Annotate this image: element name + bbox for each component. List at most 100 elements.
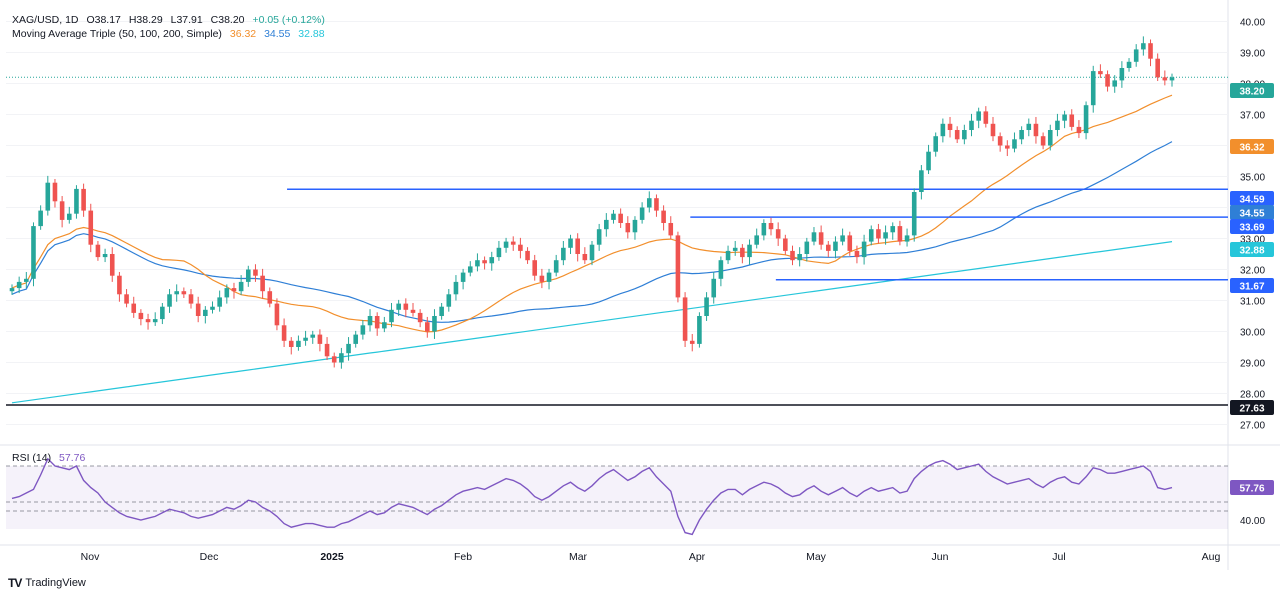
candle-body[interactable] (661, 210, 666, 223)
candle-body[interactable] (253, 269, 258, 276)
candle-body[interactable] (890, 226, 896, 233)
candle-body[interactable] (596, 229, 602, 245)
candle-body[interactable] (510, 241, 516, 245)
candle-body[interactable] (1047, 130, 1053, 146)
candle-body[interactable] (783, 238, 788, 251)
candle-body[interactable] (1162, 77, 1168, 81)
candle-body[interactable] (611, 213, 616, 220)
candle-body[interactable] (38, 210, 43, 227)
candle-body[interactable] (1126, 61, 1132, 68)
candle-body[interactable] (940, 123, 946, 137)
candle-body[interactable] (904, 235, 910, 242)
candle-body[interactable] (74, 188, 79, 214)
candle-body[interactable] (790, 250, 795, 261)
candle-body[interactable] (267, 291, 273, 304)
candle-body[interactable] (245, 269, 251, 282)
candle-body[interactable] (203, 309, 208, 316)
candle-body[interactable] (926, 151, 931, 171)
candle-body[interactable] (66, 213, 72, 220)
candle-body[interactable] (45, 182, 51, 211)
candle-body[interactable] (260, 275, 265, 292)
candle-body[interactable] (876, 229, 881, 239)
ma-label[interactable]: Moving Average Triple (50, 100, 200, Sim… (12, 28, 222, 40)
candle-body[interactable] (317, 334, 323, 344)
candle-body[interactable] (754, 235, 759, 245)
candle-body[interactable] (883, 232, 888, 239)
candle-body[interactable] (460, 272, 466, 282)
candle-body[interactable] (861, 241, 867, 258)
candle-body[interactable] (811, 232, 817, 242)
candle-body[interactable] (825, 244, 831, 251)
candle-body[interactable] (990, 123, 996, 137)
candle-body[interactable] (1005, 145, 1010, 149)
candle-body[interactable] (847, 235, 853, 251)
candle-body[interactable] (489, 257, 495, 264)
candle-body[interactable] (59, 201, 65, 220)
candle-body[interactable] (740, 247, 745, 258)
candle-body[interactable] (231, 288, 237, 292)
candle-body[interactable] (496, 247, 502, 258)
candle-body[interactable] (24, 278, 29, 282)
candle-body[interactable] (1019, 130, 1024, 140)
candle-body[interactable] (324, 343, 330, 357)
candle-body[interactable] (518, 244, 523, 251)
candle-body[interactable] (1098, 71, 1103, 75)
candle-body[interactable] (1076, 126, 1082, 134)
candle-body[interactable] (969, 120, 974, 130)
candle-body[interactable] (124, 294, 129, 304)
candle-body[interactable] (704, 297, 709, 316)
candle-body[interactable] (639, 207, 645, 220)
candle-body[interactable] (976, 111, 981, 121)
candle-body[interactable] (1119, 68, 1125, 81)
candle-body[interactable] (575, 238, 580, 255)
candle-body[interactable] (668, 223, 674, 236)
candle-body[interactable] (453, 281, 459, 295)
candle-body[interactable] (553, 260, 559, 273)
candle-body[interactable] (439, 306, 444, 316)
candle-body[interactable] (353, 334, 359, 344)
candle-body[interactable] (482, 260, 487, 264)
candle-body[interactable] (160, 306, 165, 320)
candle-body[interactable] (503, 241, 509, 248)
candle-body[interactable] (797, 254, 802, 261)
candle-body[interactable] (95, 244, 101, 258)
symbol-name[interactable]: XAG/USD, 1D (12, 14, 79, 26)
candle-body[interactable] (145, 319, 151, 323)
candle-body[interactable] (646, 198, 652, 208)
candle-body[interactable] (1033, 123, 1039, 137)
candle-body[interactable] (102, 254, 108, 258)
candle-body[interactable] (911, 192, 917, 236)
candle-body[interactable] (181, 291, 187, 295)
candle-body[interactable] (589, 244, 595, 261)
candle-body[interactable] (897, 226, 903, 242)
candle-body[interactable] (339, 353, 344, 363)
candle-body[interactable] (933, 136, 939, 152)
candle-body[interactable] (1133, 49, 1139, 62)
candle-body[interactable] (833, 241, 838, 251)
candle-body[interactable] (532, 260, 538, 276)
candle-body[interactable] (1012, 139, 1017, 149)
candle-body[interactable] (367, 316, 373, 326)
candle-body[interactable] (403, 303, 409, 310)
candle-body[interactable] (947, 123, 953, 130)
candle-body[interactable] (840, 235, 845, 242)
candle-body[interactable] (725, 250, 731, 261)
candle-body[interactable] (109, 254, 115, 276)
candle-body[interactable] (52, 182, 58, 202)
candle-body[interactable] (546, 272, 552, 282)
candle-body[interactable] (1148, 43, 1153, 59)
candle-body[interactable] (432, 316, 437, 332)
candle-body[interactable] (761, 223, 767, 236)
candle-body[interactable] (425, 322, 430, 332)
candle-body[interactable] (1083, 105, 1089, 134)
candle-body[interactable] (31, 226, 36, 279)
candle-body[interactable] (632, 219, 638, 233)
candle-body[interactable] (675, 235, 681, 298)
candle-body[interactable] (288, 340, 294, 347)
candle-body[interactable] (446, 294, 452, 307)
candle-body[interactable] (919, 170, 924, 192)
candle-body[interactable] (217, 297, 222, 307)
candle-body[interactable] (1141, 43, 1146, 50)
candle-body[interactable] (16, 281, 22, 289)
rsi-label[interactable]: RSI (14) (12, 452, 52, 464)
